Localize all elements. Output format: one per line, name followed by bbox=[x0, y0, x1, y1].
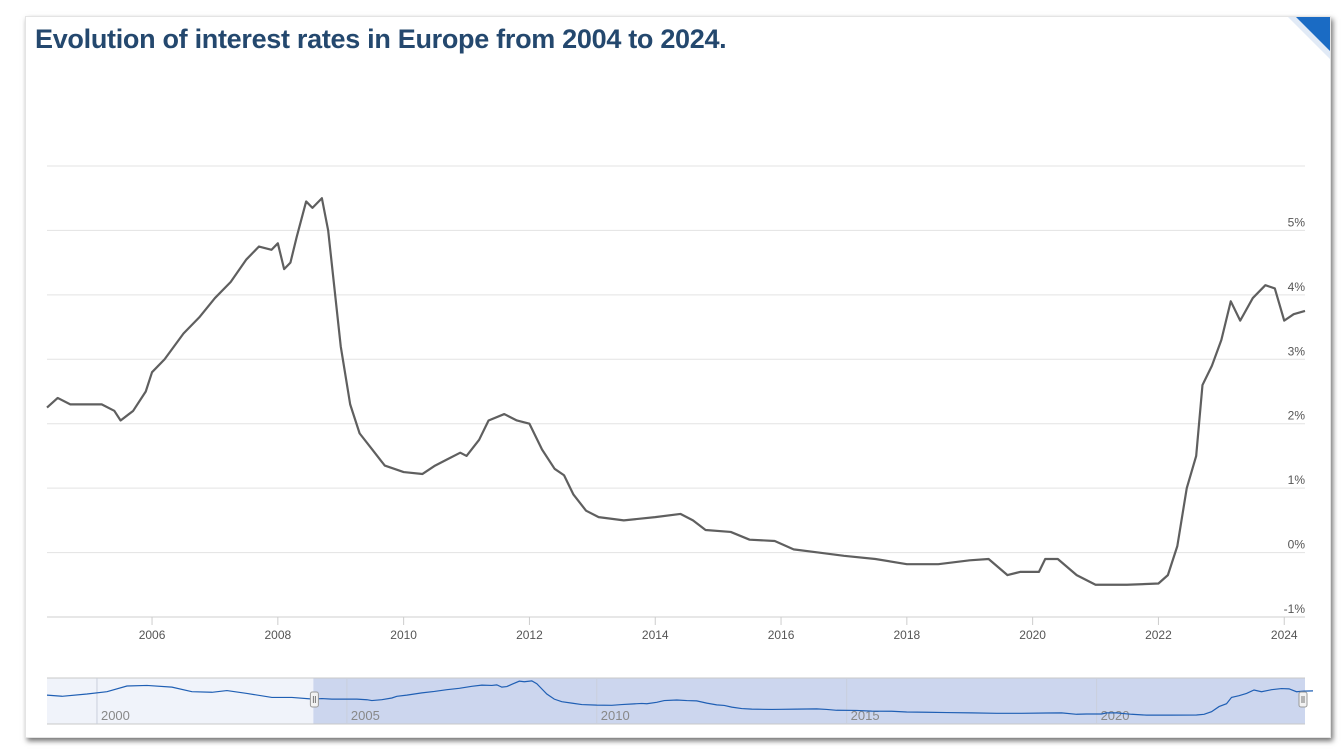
x-tick-label: 2016 bbox=[768, 628, 795, 642]
y-tick-label: 0% bbox=[1288, 538, 1306, 552]
y-tick-label: 4% bbox=[1288, 280, 1306, 294]
x-tick-label: 2014 bbox=[642, 628, 669, 642]
y-axis-ticks: 5% 4% 3% 2% 1% 0% -1% bbox=[1284, 215, 1306, 616]
navigator-right-handle[interactable] bbox=[1298, 691, 1308, 708]
gridlines bbox=[47, 165, 1305, 618]
x-tick-label: 2020 bbox=[1019, 628, 1046, 642]
corner-fold-icon bbox=[1296, 17, 1330, 51]
navigator-tick-label: 2000 bbox=[101, 708, 130, 723]
x-tick-label: 2006 bbox=[139, 628, 166, 642]
chart-card bbox=[25, 16, 1331, 738]
navigator[interactable]: 2000 2005 2010 2015 2020 bbox=[46, 677, 1314, 725]
y-tick-label: -1% bbox=[1284, 602, 1306, 616]
y-tick-label: 1% bbox=[1288, 473, 1306, 487]
x-tick-label: 2022 bbox=[1145, 628, 1172, 642]
navigator-tick-label: 2015 bbox=[851, 708, 880, 723]
navigator-left-handle[interactable] bbox=[309, 691, 319, 708]
navigator-tick-label: 2020 bbox=[1101, 708, 1130, 723]
series-line bbox=[46, 197, 1306, 586]
navigator-tick-label: 2005 bbox=[351, 708, 380, 723]
series-layer bbox=[46, 197, 1306, 586]
y-tick-label: 5% bbox=[1288, 215, 1306, 229]
x-tick-label: 2008 bbox=[264, 628, 291, 642]
chart-title: Evolution of interest rates in Europe fr… bbox=[35, 24, 727, 54]
y-tick-label: 3% bbox=[1288, 344, 1306, 358]
x-tick-label: 2024 bbox=[1271, 628, 1298, 642]
x-tick-label: 2010 bbox=[390, 628, 417, 642]
y-tick-label: 2% bbox=[1288, 409, 1306, 423]
x-axis-ticks: 2006 2008 2010 2012 2014 2016 2018 2020 2022 2024 bbox=[139, 617, 1298, 642]
x-tick-label: 2012 bbox=[516, 628, 543, 642]
navigator-series-line bbox=[46, 680, 1314, 716]
x-tick-label: 2018 bbox=[893, 628, 920, 642]
navigator-tick-label: 2010 bbox=[601, 708, 630, 723]
navigator-selection bbox=[313, 678, 1305, 724]
